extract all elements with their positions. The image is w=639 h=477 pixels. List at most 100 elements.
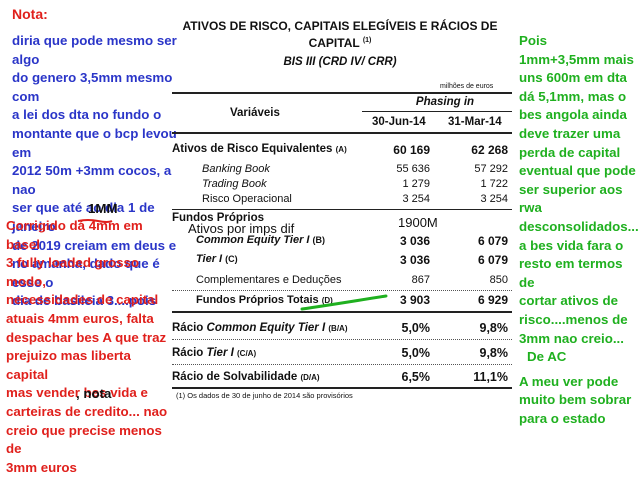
r3-tag: (D/A) [300,373,320,382]
blue-note-line: dia de basileia 3....pois [12,293,157,309]
blue-note-line: diria que pode mesmo ser algo [12,33,177,67]
bottom-rule [172,387,512,389]
r1-rule [172,339,512,340]
fpt-value-jun: 3 903 [399,293,430,307]
comp-label: Complementares e Deduções [196,274,342,286]
trading-value-mar: 1 722 [480,178,508,190]
right-note-line: resto em termos de [519,256,623,290]
red-note-line: creio que precise menos de [6,422,162,457]
row-cet1-label: Common Equity Tier I (B) [196,234,325,246]
banking-value-mar: 57 292 [474,163,508,175]
t1-value-mar: 6 079 [477,253,508,267]
aer-value-jun: 60 169 [393,143,430,157]
cet1-value-jun: 3 036 [399,234,430,248]
r1-value-mar: 9,8% [479,321,509,335]
table-title-line1: ATIVOS DE RISCO, CAPITAIS ELEGÍVEIS E RÁ… [182,19,498,33]
footnote: (1) Os dados de 30 de junho de 2014 são … [176,391,353,400]
right-note-line: rwa [519,200,542,216]
header-bottom-rule [172,132,512,134]
cet1-tag: (B) [312,235,326,245]
fpt-label: Fundos Próprios Totais [196,294,319,306]
r2-value-mar: 9,8% [479,346,509,360]
table-title-line2: CAPITAL (1) [170,36,510,50]
aer-label: Ativos de Risco Equivalentes [172,143,333,155]
r3-value-mar: 11,1% [473,370,508,384]
blue-note-line: do genero 3,5mm mesmo com [12,70,173,104]
nota-suffix: , nota [76,386,112,401]
row-r2-label: Rácio Tier I (C/A) [172,347,256,359]
trading-value-jun: 1 279 [402,178,430,190]
red-note-line: 3mm euros [6,459,77,475]
right-note-line: A meu ver pode [519,373,619,389]
r2-label-b: Tier I [206,347,234,359]
right-note-line: ser superior aos [519,181,623,197]
aer-value-mar: 62 268 [471,143,508,157]
r2-value-jun: 5,0% [401,346,431,360]
right-note-line: para o estado [519,410,606,426]
header-rule [172,92,512,94]
r2-label-a: Rácio [172,347,204,359]
t1-tag: (C) [225,254,238,264]
right-note-line: dá 5,1mm, mas o [519,88,627,104]
col-mar-header: 31-Mar-14 [448,116,502,128]
col-variaveis-header: Variáveis [230,107,280,119]
blue-note-line: a lei dos dta no fundo o [12,107,162,123]
r1-value-jun: 5,0% [401,321,431,335]
blue-note: diria que pode mesmo ser algo do genero … [12,32,177,311]
cet1-value-mar: 6 079 [477,234,508,248]
r1-label-a: Rácio [172,322,204,334]
red-note-line: despachar bes A que traz [6,329,167,345]
row-fpt-label: Fundos Próprios Totais (D) [196,294,333,306]
r3-value-jun: 6,5% [401,370,431,384]
r2-rule [172,364,512,365]
risco-value-jun: 3 254 [402,193,430,205]
right-note-line: muito bem sobrar [519,392,632,408]
right-note-line: perda de capital [519,144,621,160]
right-note-line: Pois [519,33,548,48]
mm1-label: 1MM [88,201,118,216]
table-title-footnote-ref: (1) [362,37,372,44]
r1-tag: (B/A) [328,324,348,333]
blue-note-line: ser que até ao dia 1 de janeiro [12,200,155,234]
fpt-value-mar: 6 929 [477,293,508,307]
red-note-line: atuais 4mm euros, falta [6,310,154,326]
table-title-capital: CAPITAL [308,36,360,50]
col-jun-header: 30-Jun-14 [372,116,426,128]
nota-label: Nota: [12,6,48,22]
right-note: Pois 1mm+3,5mm mais uns 600m em dta dá 5… [519,32,639,428]
red-note-line: mas vender bes vida e [6,385,148,401]
banking-label: Banking Book [202,163,270,175]
right-note-line: uns 600m em dta [519,70,627,86]
dotted-rule [172,290,512,291]
section-rule [172,209,512,210]
banking-value-jun: 55 636 [396,163,430,175]
right-note-line: bes angola ainda [519,107,627,123]
units-label: milhões de euros [440,83,494,90]
r1-label-b: Common Equity Tier I [206,322,326,334]
right-note-line: 1mm+3,5mm mais [519,51,634,67]
trading-label: Trading Book [202,178,267,190]
ratios-rule [172,311,512,313]
row-r1-label: Rácio Common Equity Tier I (B/A) [172,322,347,334]
right-note-line: cortar ativos de [519,293,619,309]
aer-tag: (A) [335,145,347,154]
right-note-line: eventual que pode [519,163,636,179]
t1-label: Tier I [196,253,223,265]
risco-label: Risco Operacional [202,193,292,205]
blue-note-line: no amanha, dado que é esse o [12,256,160,290]
blue-note-line: de 2019 creiam em deus e [12,237,177,253]
comp-value-jun: 867 [411,274,430,286]
right-note-line: deve trazer uma [519,125,621,141]
right-note-line: a bes vida fara o [519,237,624,253]
strikeout-scribble [77,219,113,223]
red-note-line: prejuizo mas liberta capital [6,348,131,382]
red-note-line: 3 fully loaded grosso modo, [6,255,139,289]
comp-value-mar: 850 [489,274,508,286]
row-r3-label: Rácio de Solvabilidade (D/A) [172,371,320,383]
fpt-tag: (D) [321,296,333,305]
blue-note-line: montante que o bcp levou em [12,125,177,160]
green-underline-stroke [300,294,388,311]
blue-note-line: 2012 50m +3mm cocos, a nao [12,163,172,197]
right-note-line: De AC [527,349,567,365]
red-note-line: necessidades de capital [6,292,159,308]
